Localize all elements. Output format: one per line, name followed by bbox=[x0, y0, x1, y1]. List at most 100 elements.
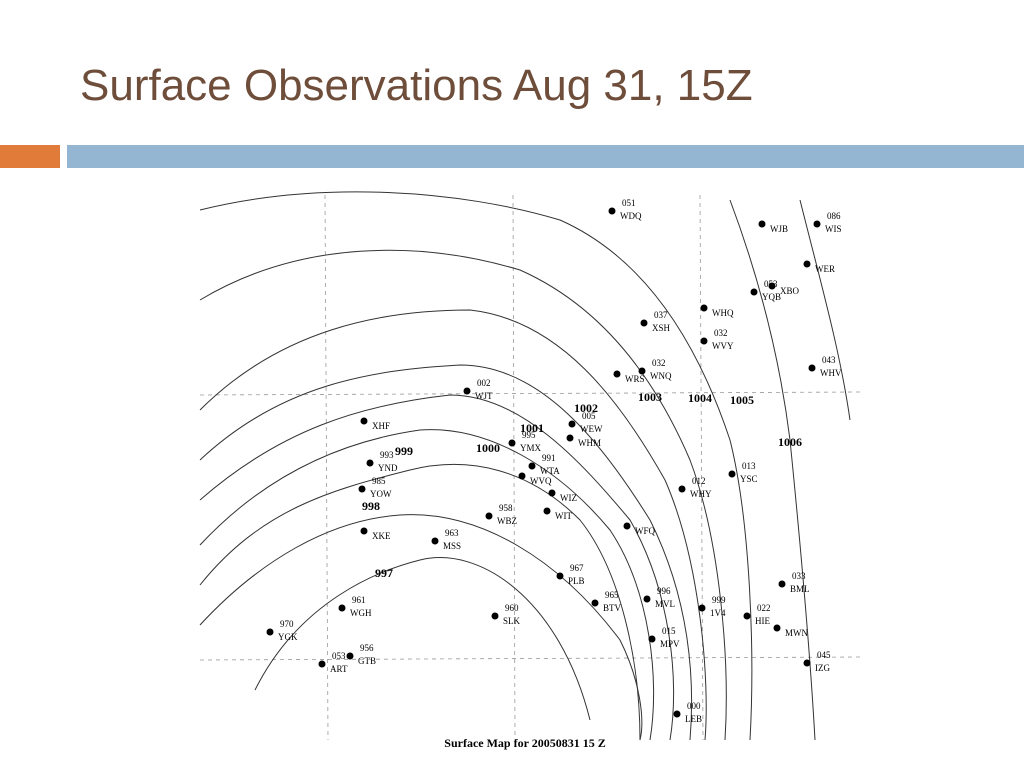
station-marker bbox=[346, 652, 354, 660]
station-pressure: 970 bbox=[280, 619, 294, 629]
station-id: WFQ bbox=[635, 526, 656, 536]
station-pressure: 037 bbox=[654, 310, 668, 320]
station-id: XSH bbox=[652, 323, 671, 333]
isobar-label: 1003 bbox=[638, 390, 662, 404]
station-marker bbox=[608, 207, 616, 215]
station-id: MVL bbox=[655, 599, 675, 609]
station-marker bbox=[366, 459, 374, 467]
station-pressure: 956 bbox=[360, 643, 374, 653]
weather-map: 997 998 999 1000 1001 1002 1003 1004 100… bbox=[145, 180, 905, 768]
station-marker bbox=[700, 304, 708, 312]
station-id: WIT bbox=[555, 511, 572, 521]
station-id: PLB bbox=[568, 576, 585, 586]
station-pressure: 033 bbox=[792, 571, 806, 581]
station-id: YSC bbox=[740, 474, 758, 484]
station-marker bbox=[743, 612, 751, 620]
station-id: GTB bbox=[358, 656, 376, 666]
station-id: WER bbox=[815, 264, 835, 274]
station-pressure: 051 bbox=[622, 198, 636, 208]
station-id: SLK bbox=[503, 616, 521, 626]
station-pressure: 043 bbox=[822, 355, 836, 365]
station-id: WNQ bbox=[650, 371, 672, 381]
station-pressure: 965 bbox=[605, 590, 619, 600]
station-marker bbox=[556, 572, 564, 580]
station-pressure: 960 bbox=[505, 603, 519, 613]
station-pressure: 032 bbox=[652, 358, 666, 368]
isobar-label: 999 bbox=[395, 444, 413, 458]
station-marker bbox=[750, 288, 758, 296]
station-marker bbox=[485, 512, 493, 520]
station-marker bbox=[648, 635, 656, 643]
station-pressure: 000 bbox=[687, 701, 701, 711]
accent-bar bbox=[0, 145, 60, 168]
station-marker bbox=[548, 489, 556, 497]
station-id: LEB bbox=[685, 714, 702, 724]
station-marker bbox=[773, 624, 781, 632]
station-pressure: 053 bbox=[332, 651, 346, 661]
station-id: WHV bbox=[820, 368, 842, 378]
isobar-lines bbox=[199, 191, 851, 741]
station-marker bbox=[813, 220, 821, 228]
station-id: WJT bbox=[475, 391, 493, 401]
station-marker bbox=[568, 420, 576, 428]
map-frame bbox=[145, 180, 905, 768]
station-id: YQB bbox=[762, 292, 781, 302]
station-id: MPV bbox=[660, 639, 680, 649]
isobar-label: 1006 bbox=[778, 435, 802, 449]
station-marker bbox=[623, 522, 631, 530]
station-marker bbox=[643, 595, 651, 603]
station-marker bbox=[638, 367, 646, 375]
station-id: WVY bbox=[712, 341, 734, 351]
station-id: BML bbox=[790, 584, 810, 594]
station-pressure: 022 bbox=[757, 603, 771, 613]
isobar-labels: 997 998 999 1000 1001 1002 1003 1004 100… bbox=[362, 390, 802, 580]
station-marker bbox=[778, 580, 786, 588]
station-marker bbox=[508, 439, 516, 447]
station-pressure: 005 bbox=[582, 411, 596, 421]
station-pressure: 995 bbox=[522, 430, 536, 440]
station-marker bbox=[678, 485, 686, 493]
station-id: WIS bbox=[825, 224, 842, 234]
station-id: HIE bbox=[755, 616, 770, 626]
station-marker bbox=[803, 260, 811, 268]
isobar-label: 1000 bbox=[476, 441, 500, 455]
station-pressure: 963 bbox=[445, 528, 459, 538]
map-caption: Surface Map for 20050831 15 Z bbox=[444, 736, 605, 750]
station-id: XKE bbox=[372, 531, 391, 541]
station-id: WGH bbox=[350, 608, 372, 618]
station-pressure: 015 bbox=[662, 626, 676, 636]
station-id: YMX bbox=[520, 443, 542, 453]
station-id: YND bbox=[378, 463, 398, 473]
station-marker bbox=[528, 462, 536, 470]
station-id: WDQ bbox=[620, 211, 642, 221]
isobar-label: 1001 bbox=[520, 421, 544, 435]
station-marker bbox=[518, 472, 526, 480]
station-pressure: 013 bbox=[742, 461, 756, 471]
station-marker bbox=[758, 220, 766, 228]
station-id: WRS bbox=[625, 374, 645, 384]
isobar-label: 997 bbox=[375, 566, 393, 580]
station-marker bbox=[543, 507, 551, 515]
station-id: WHY bbox=[690, 489, 712, 499]
station-id: XBO bbox=[780, 286, 800, 296]
station-marker bbox=[491, 612, 499, 620]
station-marker bbox=[358, 485, 366, 493]
station-id: XHF bbox=[372, 421, 390, 431]
station-id: WIZ bbox=[560, 493, 577, 503]
station-pressure: 032 bbox=[714, 328, 728, 338]
station-marker bbox=[591, 599, 599, 607]
station-pressure: 012 bbox=[692, 476, 706, 486]
station-marker bbox=[640, 319, 648, 327]
station-id: WEW bbox=[580, 424, 603, 434]
isobar-label: 1004 bbox=[688, 391, 712, 405]
header-bar bbox=[67, 145, 1024, 168]
station-pressure: 999 bbox=[712, 595, 726, 605]
station-marker bbox=[613, 370, 621, 378]
graticule bbox=[199, 194, 861, 741]
station-id: WHM bbox=[578, 438, 601, 448]
station-marker bbox=[768, 282, 776, 290]
station-marker bbox=[698, 604, 706, 612]
station-marker bbox=[463, 387, 471, 395]
